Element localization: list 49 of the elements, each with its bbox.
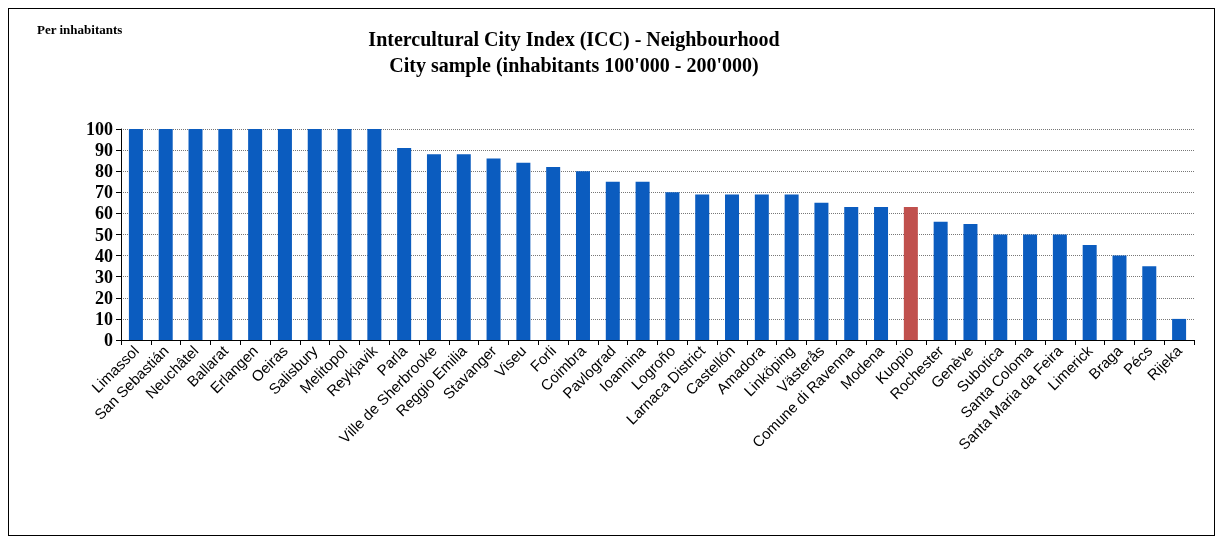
bar (486, 158, 501, 340)
y-tick-label: 60 (95, 203, 113, 224)
y-tick-label: 0 (104, 330, 113, 350)
y-tick-label: 70 (95, 182, 113, 203)
bar (695, 194, 710, 340)
bar (546, 166, 561, 340)
bar (188, 129, 203, 340)
bar (1142, 266, 1157, 340)
bar (635, 181, 650, 340)
bar (784, 194, 799, 340)
bar (426, 154, 441, 340)
bar (605, 181, 620, 340)
bar (397, 147, 412, 340)
y-tick-label: 30 (95, 266, 113, 287)
bar (277, 129, 292, 340)
y-tick-label: 80 (95, 161, 113, 182)
bar (1082, 245, 1097, 340)
bar (844, 207, 859, 340)
bar (874, 207, 889, 340)
bar (725, 194, 740, 340)
bar (218, 129, 233, 340)
bar (814, 202, 829, 340)
bar (1052, 234, 1067, 340)
y-tick-label: 20 (95, 287, 113, 308)
y-tick-label: 100 (86, 119, 113, 139)
bar (993, 234, 1008, 340)
bar (367, 129, 382, 340)
bar (128, 129, 143, 340)
y-tick-label: 90 (95, 140, 113, 161)
chart-title: Intercultural City Index (ICC) - Neighbourhood City sample (inhabitants 100'000 - 200'000) (368, 28, 780, 77)
bar (516, 162, 531, 340)
bar (456, 154, 471, 340)
bar (903, 207, 918, 340)
text: Per inhabitants (37, 22, 123, 37)
bar (1023, 234, 1038, 340)
bar (575, 171, 590, 340)
bar (933, 221, 948, 340)
bar (337, 129, 352, 340)
bar (158, 129, 173, 340)
bar (754, 194, 769, 340)
y-tick-label: 50 (95, 224, 113, 245)
y-tick-label: 10 (95, 308, 113, 329)
bar (1112, 255, 1127, 340)
bar (665, 192, 680, 340)
bar (1172, 318, 1187, 340)
bar (963, 223, 978, 340)
y-tick-label: 40 (95, 245, 113, 266)
bar (248, 129, 263, 340)
bar (307, 129, 322, 340)
